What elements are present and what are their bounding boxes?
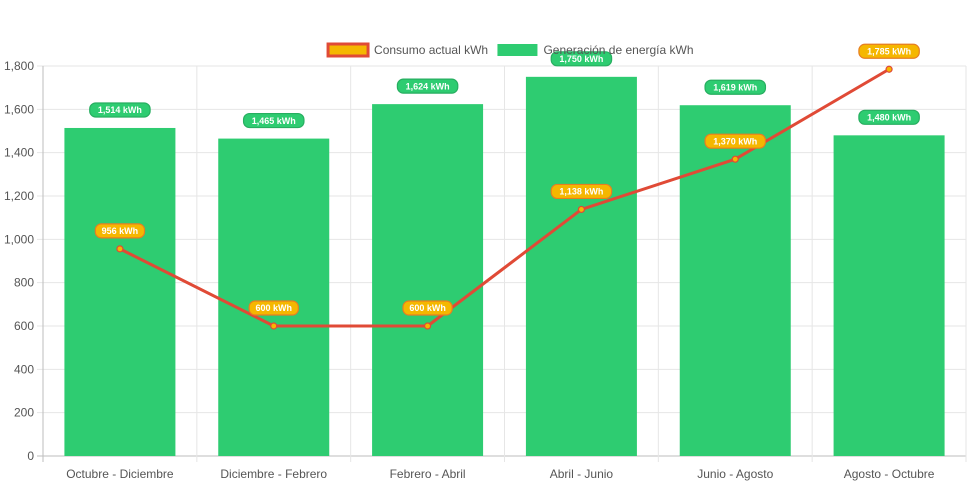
- bar-value-label-bg: [704, 79, 767, 95]
- bar-value-label-text: 1,480 kWh: [867, 113, 911, 123]
- line-value-label-bg: [402, 300, 453, 316]
- bar-value-label-bg: [396, 78, 459, 94]
- bar-value-label: 1,514 kWh: [89, 102, 151, 118]
- line-value-label-bg: [550, 183, 613, 200]
- line-value-label: 1,785 kWh: [858, 43, 920, 59]
- bar[interactable]: [679, 105, 791, 456]
- y-tick-label: 200: [14, 406, 34, 420]
- bar-value-label-text: 1,619 kWh: [713, 82, 757, 92]
- y-tick-label: 0: [27, 449, 34, 463]
- line-value-label-text: 600 kWh: [409, 303, 446, 313]
- bar-value-label-text: 1,514 kWh: [98, 105, 142, 115]
- line-value-label: 600 kWh: [248, 300, 299, 316]
- bar-value-label-bg: [89, 102, 151, 118]
- legend-swatch: [497, 44, 538, 56]
- line-point[interactable]: [423, 322, 432, 330]
- bar-series: [64, 76, 945, 457]
- x-tick-label: Junio - Agosto: [697, 467, 773, 481]
- bar-value-label-bg: [858, 109, 920, 125]
- line-point[interactable]: [270, 322, 278, 330]
- line-point[interactable]: [116, 245, 124, 253]
- bar-value-label: 1,480 kWh: [858, 109, 920, 125]
- y-tick-label: 1,800: [4, 59, 34, 73]
- legend: Consumo actual kWh Generación de energía …: [326, 42, 694, 58]
- y-tick-label: 600: [14, 319, 34, 333]
- line-value-label-text: 1,370 kWh: [713, 136, 757, 146]
- line-value-label-bg: [858, 43, 920, 59]
- line-value-label: 956 kWh: [94, 223, 146, 239]
- line-value-label-text: 956 kWh: [102, 226, 139, 236]
- y-tick-label: 400: [14, 362, 34, 376]
- axes: 0 200 400 600 800 1,000 1,200 1,400 1,600 1,800 Oc…: [4, 59, 935, 481]
- line-value-label-bg: [248, 300, 299, 316]
- line-value-label-text: 1,785 kWh: [867, 46, 911, 56]
- x-tick-label: Abril - Junio: [550, 467, 614, 481]
- line-value-label: 1,138 kWh: [550, 183, 613, 200]
- bar[interactable]: [372, 104, 484, 456]
- bar-value-label-text: 1,465 kWh: [252, 116, 296, 126]
- legend-label: Generación de energía kWh: [543, 43, 693, 57]
- line-value-label-bg: [704, 133, 767, 149]
- line-value-label-bg: [94, 223, 146, 239]
- bar-value-label-bg: [550, 51, 613, 67]
- grid-lines: [37, 65, 967, 462]
- data-labels: 1,514 kWh 1,465 kWh 1,624 kWh 1,750 kWh 1,61…: [89, 43, 920, 316]
- x-tick-label: Agosto - Octubre: [844, 467, 935, 481]
- line-value-label: 600 kWh: [402, 300, 453, 316]
- line-value-label-text: 600 kWh: [255, 303, 292, 313]
- line-value-label-text: 1,138 kWh: [559, 187, 603, 197]
- bar-value-label: 1,750 kWh: [550, 51, 613, 67]
- bar[interactable]: [218, 138, 330, 457]
- bar-value-label: 1,624 kWh: [396, 78, 459, 94]
- x-tick-label: Diciembre - Febrero: [220, 467, 327, 481]
- y-tick-label: 1,200: [4, 189, 34, 203]
- legend-swatch: [326, 42, 370, 58]
- line-point[interactable]: [577, 205, 586, 214]
- bar-value-label-bg: [242, 112, 305, 129]
- legend-item[interactable]: Generación de energía kWh: [497, 43, 694, 57]
- y-tick-label: 1,600: [4, 102, 34, 116]
- bar-value-label: 1,619 kWh: [704, 79, 767, 95]
- bar-value-label: 1,465 kWh: [242, 112, 305, 129]
- bar-value-label-text: 1,624 kWh: [406, 81, 450, 91]
- y-tick-label: 800: [14, 276, 34, 290]
- bar[interactable]: [64, 127, 176, 456]
- x-tick-label: Febrero - Abril: [390, 467, 466, 481]
- line-point[interactable]: [885, 65, 893, 73]
- legend-item[interactable]: Consumo actual kWh: [326, 42, 488, 58]
- line-point[interactable]: [731, 155, 739, 163]
- bar[interactable]: [833, 135, 945, 457]
- bar[interactable]: [525, 76, 637, 456]
- y-tick-label: 1,000: [4, 232, 34, 246]
- legend-label: Consumo actual kWh: [374, 43, 488, 57]
- y-tick-label: 1,400: [4, 146, 34, 160]
- line-value-label: 1,370 kWh: [704, 133, 767, 149]
- x-tick-label: Octubre - Diciembre: [66, 467, 174, 481]
- bar-value-label-text: 1,750 kWh: [559, 54, 603, 64]
